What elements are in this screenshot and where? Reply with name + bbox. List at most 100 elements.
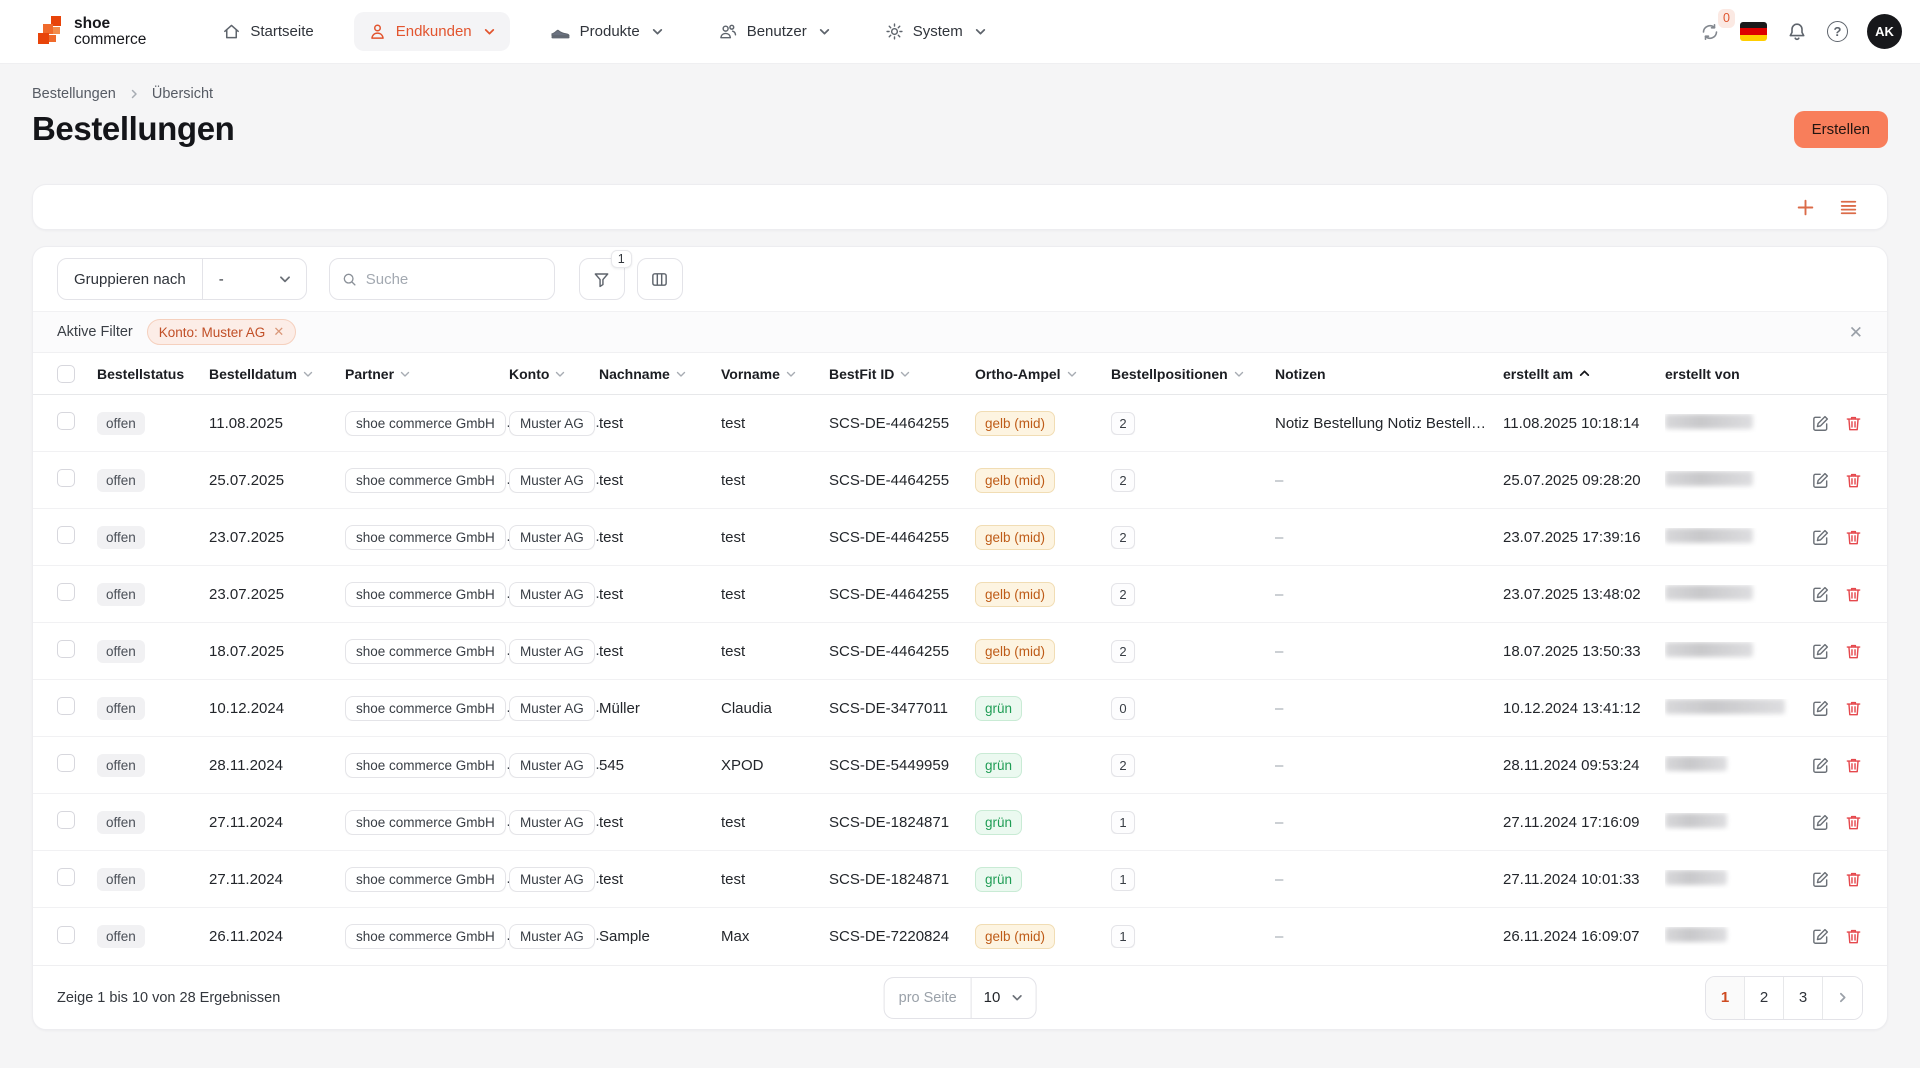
edit-button[interactable] [1811,471,1830,490]
column-header-erstellt-am[interactable]: erstellt am [1503,366,1665,382]
delete-button[interactable] [1844,927,1863,946]
chevron-down-icon [819,29,829,35]
delete-button[interactable] [1844,642,1863,661]
delete-button[interactable] [1844,471,1863,490]
breadcrumb-bestellungen[interactable]: Bestellungen [32,86,116,102]
positions-count-pill: 2 [1111,525,1135,549]
view-list-button[interactable] [1838,197,1859,218]
nav-item-endkunden[interactable]: Endkunden [353,12,510,51]
brand-logo[interactable]: shoe commerce [38,14,146,50]
page-button-2[interactable]: 2 [1745,976,1784,1019]
row-checkbox[interactable] [57,925,75,944]
lastname-cell: test [599,585,624,603]
breadcrumb-uebersicht[interactable]: Übersicht [151,86,214,102]
order-date-cell: 18.07.2025 [209,642,285,660]
delete-button[interactable] [1844,699,1863,718]
notifications-button[interactable] [1786,21,1808,43]
table-row[interactable]: offen 25.07.2025 shoe commerce GmbH Must… [33,452,1887,509]
row-checkbox[interactable] [57,811,75,829]
edit-button[interactable] [1811,756,1830,775]
clear-filters-button[interactable]: ✕ [1848,322,1863,342]
row-checkbox[interactable] [57,697,75,715]
table-header: Bestellstatus Bestelldatum Partner Konto… [33,353,1887,395]
row-checkbox[interactable] [57,412,75,430]
trash-icon [1846,587,1861,601]
chip-remove-icon[interactable]: ✕ [273,324,285,339]
select-all-checkbox[interactable] [57,364,75,383]
edit-button[interactable] [1811,870,1830,889]
edit-button[interactable] [1811,414,1830,433]
filter-chip-konto[interactable]: Konto: Muster AG ✕ [146,319,297,345]
help-button[interactable]: ? [1827,21,1848,42]
table-row[interactable]: offen 23.07.2025 shoe commerce GmbH Must… [33,566,1887,623]
edit-button[interactable] [1811,699,1830,718]
results-count: Zeige 1 bis 10 von 28 Ergebnissen [57,989,281,1006]
search-input[interactable] [365,270,542,288]
delete-button[interactable] [1844,528,1863,547]
group-by-select[interactable]: - [203,259,306,299]
avatar[interactable]: AK [1867,14,1902,49]
created-at-cell: 27.11.2024 10:01:33 [1503,870,1640,888]
per-page-select[interactable]: 10 [972,978,1036,1018]
language-flag-german[interactable] [1740,22,1767,41]
edit-button[interactable] [1811,927,1830,946]
next-page-button[interactable] [1823,976,1862,1019]
table-row[interactable]: offen 28.11.2024 shoe commerce GmbH Must… [33,737,1887,794]
row-checkbox[interactable] [57,583,75,601]
table-row[interactable]: offen 27.11.2024 shoe commerce GmbH Must… [33,851,1887,908]
nav-item-produkte[interactable]: Produkte [536,12,678,51]
bestfit-id-cell: SCS-DE-4464255 [829,414,950,432]
column-header-nachname[interactable]: Nachname [599,366,721,382]
created-at-cell: 23.07.2025 17:39:16 [1503,528,1641,546]
delete-button[interactable] [1844,813,1863,832]
edit-button[interactable] [1811,642,1830,661]
page-button-1[interactable]: 1 [1706,976,1745,1019]
columns-button[interactable] [636,258,683,300]
nav-item-system[interactable]: System [871,12,1001,51]
column-header-bestfit-id[interactable]: BestFit ID [829,366,975,382]
table-row[interactable]: offen 27.11.2024 shoe commerce GmbH Must… [33,794,1887,851]
table-row[interactable]: offen 18.07.2025 shoe commerce GmbH Must… [33,623,1887,680]
row-checkbox[interactable] [57,640,75,658]
trash-icon [1846,701,1861,715]
delete-button[interactable] [1844,585,1863,604]
filter-button[interactable]: 1 [578,250,632,300]
column-header-vorname[interactable]: Vorname [721,366,829,382]
row-checkbox[interactable] [57,754,75,772]
brand-pixel-icon [38,14,64,50]
column-header-konto[interactable]: Konto [509,366,599,382]
table-row[interactable]: offen 11.08.2025 shoe commerce GmbH Must… [33,395,1887,452]
chevron-right-icon [1840,992,1846,1003]
row-checkbox[interactable] [57,868,75,886]
nav-item-benutzer[interactable]: Benutzer [704,12,845,51]
users-icon [719,24,736,39]
nav-item-startseite[interactable]: Startseite [208,12,327,51]
edit-button[interactable] [1811,585,1830,604]
partner-pill: shoe commerce GmbH [345,924,506,949]
column-header-partner[interactable]: Partner [345,366,509,382]
page-button-3[interactable]: 3 [1784,976,1823,1019]
column-header-ortho-ampel[interactable]: Ortho-Ampel [975,366,1111,382]
pencil-square-icon [1813,814,1829,830]
konto-pill: Muster AG [509,924,595,949]
breadcrumb: Bestellungen Übersicht [32,86,1888,102]
table-row[interactable]: offen 23.07.2025 shoe commerce GmbH Must… [33,509,1887,566]
create-button[interactable]: Erstellen [1793,110,1888,148]
chevron-down-icon [975,29,985,35]
notes-cell: – [1275,756,1284,774]
row-checkbox[interactable] [57,526,75,544]
pencil-square-icon [1813,586,1829,602]
table-row[interactable]: offen 10.12.2024 shoe commerce GmbH Must… [33,680,1887,737]
sync-button[interactable]: 0 [1699,8,1735,43]
delete-button[interactable] [1844,870,1863,889]
edit-button[interactable] [1811,813,1830,832]
row-checkbox[interactable] [57,469,75,487]
delete-button[interactable] [1844,756,1863,775]
search-box [328,258,555,300]
edit-button[interactable] [1811,528,1830,547]
column-header-bestellpositionen[interactable]: Bestellpositionen [1111,366,1275,382]
table-row[interactable]: offen 26.11.2024 shoe commerce GmbH Must… [33,908,1887,965]
add-view-button[interactable] [1795,197,1816,218]
column-header-bestelldatum[interactable]: Bestelldatum [209,366,345,382]
delete-button[interactable] [1844,414,1863,433]
